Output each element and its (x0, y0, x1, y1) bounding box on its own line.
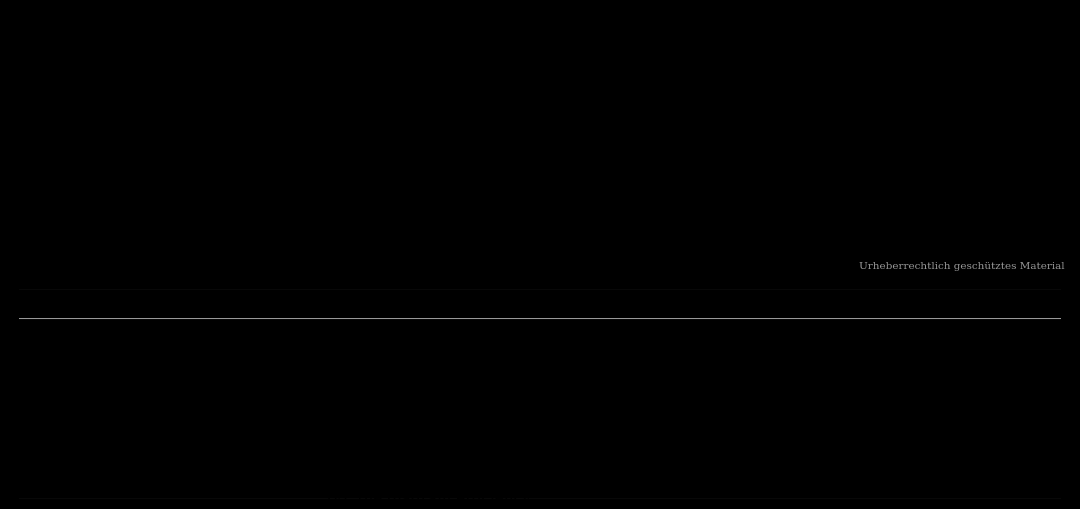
Text: (iv)  the diagram power;: (iv) the diagram power; (326, 456, 514, 470)
Text: and the nozzle angle is 20°. The blade velocity is 300 m/s and the blade: and the nozzle angle is 20°. The blade v… (316, 81, 868, 95)
Text: 355: 355 (944, 229, 978, 246)
Text: The velocity of steam leaving the nozzles of an impulse turbine is 900 m/s: The velocity of steam leaving the nozzle… (316, 32, 886, 46)
Text: (i)  the blade inlet angle;: (i) the blade inlet angle; (326, 243, 517, 258)
Text: Example 11.1: Example 11.1 (160, 32, 275, 46)
Text: (ii)  the driving force on the wheel;: (ii) the driving force on the wheel; (326, 292, 597, 306)
Text: Rotodynamic Machinery: Rotodynamic Machinery (87, 369, 295, 383)
Text: Urheberrechtlich geschütztes Material: Urheberrechtlich geschütztes Material (859, 263, 1065, 271)
Text: (v)  the diagram efficiency.: (v) the diagram efficiency. (326, 492, 534, 506)
Text: (iii)  the axial thrust;: (iii) the axial thrust; (326, 419, 486, 433)
Text: velocity coefficient is 0.7. Calculate for a mass flow of 1 kg/s, and symmetrica: velocity coefficient is 0.7. Calculate f… (316, 129, 920, 143)
Text: blading:: blading: (316, 178, 379, 192)
